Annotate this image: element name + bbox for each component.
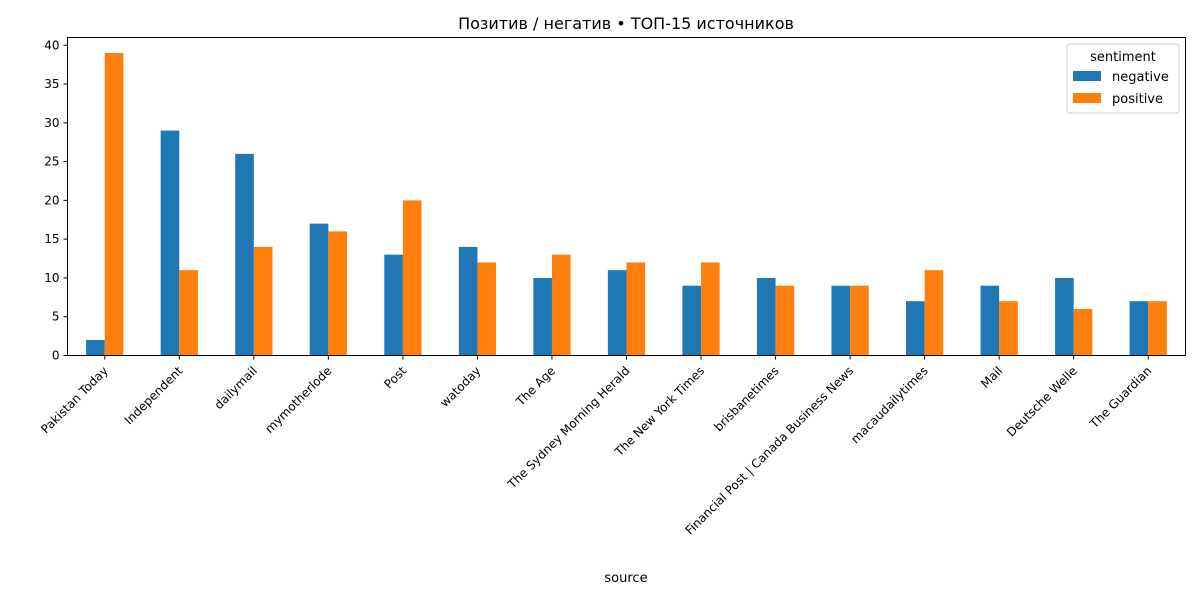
legend-label-positive: positive (1112, 92, 1163, 107)
legend-title: sentiment (1090, 50, 1156, 65)
bar-negative-6 (533, 277, 552, 356)
bar-positive-10 (850, 285, 869, 356)
bar-negative-4 (384, 254, 403, 356)
bar-positive-1 (179, 270, 198, 356)
x-tick-label: Pakistan Today (38, 364, 111, 437)
bar-negative-8 (682, 285, 702, 356)
x-tick-label: brisbanetimes (711, 364, 781, 434)
bar-negative-13 (1055, 277, 1074, 356)
bar-positive-14 (1148, 301, 1167, 356)
y-tick-label: 15 (44, 232, 59, 246)
bar-negative-14 (1129, 301, 1149, 356)
x-tick-label: dailymail (212, 364, 260, 412)
x-tick-label: macaudailytimes (848, 364, 931, 447)
x-tick-label: Mail (978, 364, 1005, 391)
bars (86, 53, 1167, 356)
y-tick-label: 30 (44, 116, 59, 130)
bar-negative-0 (86, 339, 105, 356)
bar-positive-13 (1073, 308, 1093, 356)
bar-negative-12 (980, 285, 1000, 356)
legend-swatch-negative (1073, 71, 1101, 81)
y-tick-label: 40 (44, 38, 59, 52)
bar-positive-2 (253, 246, 273, 356)
y-tick-label: 35 (44, 77, 59, 91)
x-tick-label: Deutsche Welle (1004, 364, 1080, 440)
plot-frame (67, 37, 1186, 356)
bar-positive-3 (328, 231, 347, 356)
bar-negative-10 (831, 285, 851, 356)
x-tick-label: The Guardian (1086, 364, 1154, 432)
x-tick-label: Post (381, 364, 409, 392)
bar-positive-12 (999, 301, 1018, 356)
chart-title: Позитив / негатив • ТОП-15 источников (458, 14, 794, 33)
legend-swatch-positive (1073, 93, 1101, 103)
bar-positive-4 (402, 200, 422, 356)
y-tick-label: 5 (52, 310, 60, 324)
x-tick-label: mymotherlode (262, 364, 334, 436)
legend: sentiment negative positive (1066, 43, 1180, 114)
bar-positive-0 (104, 53, 124, 356)
y-tick-label: 20 (44, 193, 59, 207)
x-axis-label: source (604, 571, 647, 586)
bar-positive-6 (551, 254, 571, 356)
bar-positive-11 (924, 270, 944, 356)
bar-negative-1 (160, 130, 180, 356)
x-tick-label: The Age (513, 364, 558, 409)
bar-negative-11 (906, 301, 925, 356)
bar-positive-7 (626, 262, 646, 356)
y-axis: 0 5 10 15 20 25 30 35 40 (44, 38, 68, 363)
legend-label-negative: negative (1112, 70, 1169, 85)
bar-negative-7 (607, 270, 627, 356)
bar-negative-9 (756, 277, 776, 356)
bar-negative-3 (309, 223, 329, 356)
x-tick-label: Financial Post | Canada Business News (682, 364, 856, 538)
x-axis: Pakistan Today Independent dailymail mymoth… (38, 355, 1154, 538)
bar-positive-9 (775, 285, 795, 356)
y-tick-label: 0 (52, 349, 60, 363)
bar-positive-5 (477, 262, 497, 356)
x-tick-label: The Sydney Morning Herald (504, 364, 632, 492)
y-tick-label: 25 (44, 155, 59, 169)
y-tick-label: 10 (44, 271, 59, 285)
x-tick-label: Independent (122, 364, 186, 428)
x-tick-label: watoday (437, 364, 483, 410)
bar-negative-2 (235, 153, 254, 356)
bar-negative-5 (458, 246, 478, 356)
bar-positive-8 (701, 262, 720, 356)
